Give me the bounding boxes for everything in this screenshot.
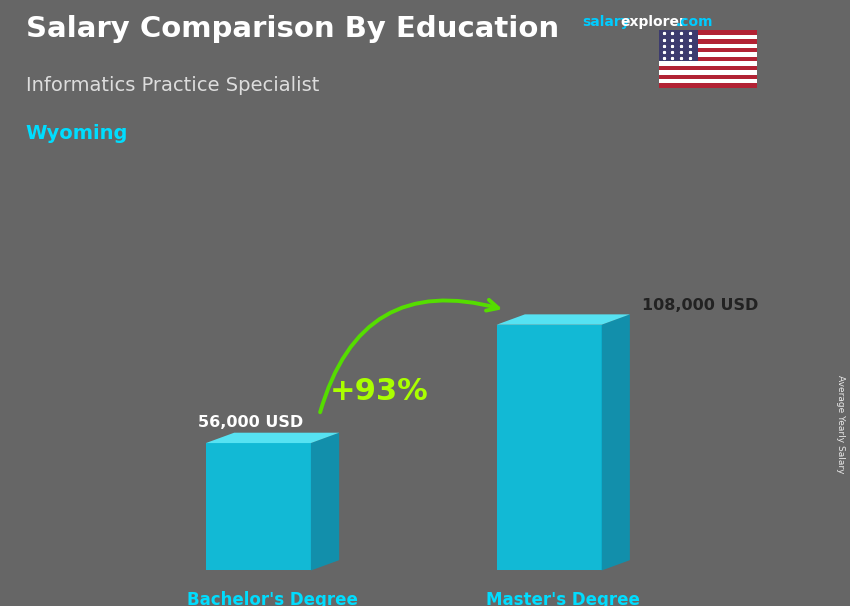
Text: explorer: explorer — [620, 15, 686, 29]
Text: Wyoming: Wyoming — [26, 124, 128, 143]
Bar — [659, 70, 756, 75]
Polygon shape — [206, 443, 311, 570]
Bar — [659, 84, 756, 88]
Polygon shape — [602, 315, 630, 570]
Text: .com: .com — [676, 15, 713, 29]
Bar — [659, 61, 756, 65]
Bar — [659, 39, 756, 44]
Bar — [659, 53, 756, 57]
Text: 56,000 USD: 56,000 USD — [198, 415, 303, 430]
Bar — [659, 35, 756, 39]
Bar — [659, 57, 756, 61]
Text: Average Yearly Salary: Average Yearly Salary — [836, 375, 845, 473]
Bar — [659, 30, 756, 35]
Bar — [659, 30, 698, 61]
Bar — [659, 79, 756, 84]
Text: Salary Comparison By Education: Salary Comparison By Education — [26, 15, 558, 43]
Text: Bachelor's Degree: Bachelor's Degree — [187, 591, 358, 606]
Text: +93%: +93% — [330, 377, 429, 406]
Bar — [659, 44, 756, 48]
Bar — [659, 48, 756, 53]
Polygon shape — [311, 433, 339, 570]
Text: Informatics Practice Specialist: Informatics Practice Specialist — [26, 76, 319, 95]
Polygon shape — [496, 325, 602, 570]
Bar — [659, 75, 756, 79]
Text: Master's Degree: Master's Degree — [486, 591, 640, 606]
Text: 108,000 USD: 108,000 USD — [642, 298, 758, 313]
Polygon shape — [496, 315, 630, 325]
Polygon shape — [206, 433, 339, 443]
Bar — [659, 65, 756, 70]
Text: salary: salary — [582, 15, 630, 29]
